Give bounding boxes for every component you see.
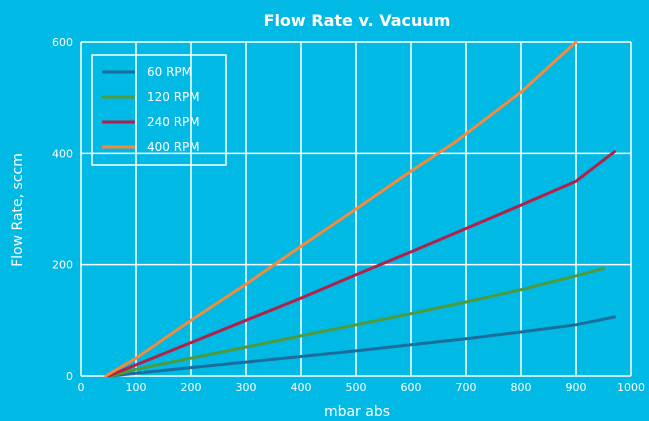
x-tick-label: 600 bbox=[401, 381, 422, 394]
legend-label: 400 RPM bbox=[147, 140, 200, 154]
x-tick-label: 400 bbox=[291, 381, 312, 394]
x-tick-label: 1000 bbox=[617, 381, 645, 394]
legend: 60 RPM 120 RPM 240 RPM 400 RPM bbox=[91, 54, 227, 166]
chart-title: Flow Rate v. Vacuum bbox=[264, 11, 451, 30]
legend-box bbox=[91, 54, 227, 166]
x-tick-label: 700 bbox=[456, 381, 477, 394]
y-tick-label: 600 bbox=[52, 36, 73, 49]
x-tick-label: 800 bbox=[511, 381, 532, 394]
tick-labels: 0 100 200 300 400 500 600 700 800 900 1000 0 200 400 6… bbox=[52, 36, 645, 394]
legend-label: 60 RPM bbox=[147, 65, 192, 79]
series-lines bbox=[104, 40, 616, 378]
x-axis-label: mbar abs bbox=[324, 404, 390, 420]
y-tick-label: 400 bbox=[52, 147, 73, 160]
y-axis-label: Flow Rate, sccm bbox=[10, 153, 26, 267]
x-tick-label: 500 bbox=[346, 381, 367, 394]
y-tick-label: 0 bbox=[66, 370, 73, 383]
x-tick-label: 900 bbox=[566, 381, 587, 394]
legend-label: 120 RPM bbox=[147, 90, 200, 104]
y-tick-label: 200 bbox=[52, 259, 73, 272]
x-tick-label: 100 bbox=[126, 381, 147, 394]
series-line-60-rpm bbox=[109, 315, 616, 378]
series-line-400-rpm bbox=[104, 40, 578, 378]
x-tick-label: 200 bbox=[181, 381, 202, 394]
x-tick-label: 0 bbox=[78, 381, 85, 394]
series-line-240-rpm bbox=[107, 150, 616, 378]
legend-label: 240 RPM bbox=[147, 115, 200, 129]
x-tick-label: 300 bbox=[236, 381, 257, 394]
series-line-120-rpm bbox=[109, 267, 605, 378]
